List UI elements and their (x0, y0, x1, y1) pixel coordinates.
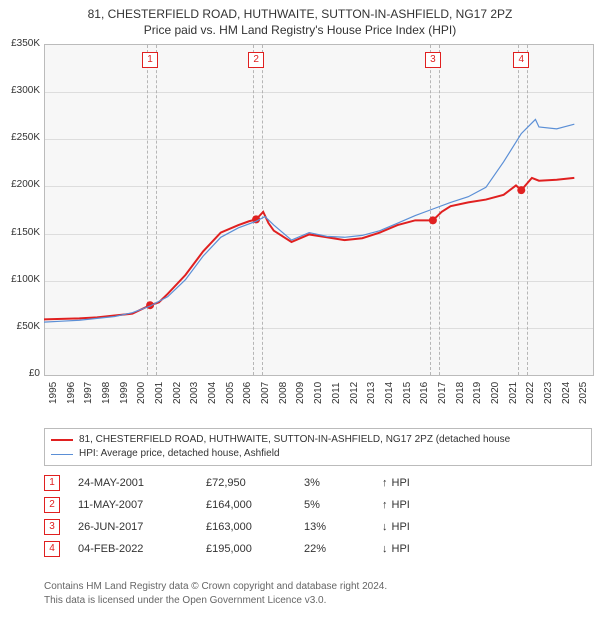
data-point (517, 186, 525, 194)
row-direction: ↓ HPI (382, 521, 410, 533)
x-axis-label: 2021 (508, 382, 519, 404)
chart-container: 81, CHESTERFIELD ROAD, HUTHWAITE, SUTTON… (0, 0, 600, 620)
arrow-down-icon: ↓ (382, 521, 388, 533)
table-row: 4 04-FEB-2022 £195,000 22% ↓ HPI (44, 538, 592, 560)
y-axis-label: £0 (4, 368, 40, 379)
series-property (44, 178, 574, 319)
row-price: £72,950 (206, 477, 286, 489)
x-axis-label: 2009 (295, 382, 306, 404)
x-axis-label: 2001 (154, 382, 165, 404)
row-price: £163,000 (206, 521, 286, 533)
x-axis-label: 2005 (225, 382, 236, 404)
row-direction: ↑ HPI (382, 477, 410, 489)
legend-swatch (51, 439, 73, 441)
footer-line-2: This data is licensed under the Open Gov… (44, 594, 592, 608)
event-marker-4: 4 (513, 52, 529, 68)
x-axis-label: 2014 (384, 382, 395, 404)
arrow-down-icon: ↓ (382, 543, 388, 555)
table-row: 1 24-MAY-2001 £72,950 3% ↑ HPI (44, 472, 592, 494)
row-price: £164,000 (206, 499, 286, 511)
row-percent: 13% (304, 521, 364, 533)
x-axis-label: 2020 (490, 382, 501, 404)
arrow-up-icon: ↑ (382, 499, 388, 511)
x-axis-label: 2018 (455, 382, 466, 404)
x-axis-label: 1995 (48, 382, 59, 404)
row-number: 2 (44, 497, 60, 513)
y-axis-label: £250K (4, 132, 40, 143)
table-row: 2 11-MAY-2007 £164,000 5% ↑ HPI (44, 494, 592, 516)
event-marker-3: 3 (425, 52, 441, 68)
arrow-up-icon: ↑ (382, 477, 388, 489)
x-axis-label: 2017 (437, 382, 448, 404)
row-date: 26-JUN-2017 (78, 521, 188, 533)
y-axis-label: £100K (4, 274, 40, 285)
table-row: 3 26-JUN-2017 £163,000 13% ↓ HPI (44, 516, 592, 538)
row-direction: ↑ HPI (382, 499, 410, 511)
event-marker-2: 2 (248, 52, 264, 68)
legend-item: HPI: Average price, detached house, Ashf… (51, 447, 585, 461)
x-axis-label: 2012 (349, 382, 360, 404)
footer-attribution: Contains HM Land Registry data © Crown c… (44, 580, 592, 607)
series-hpi (44, 119, 574, 322)
data-point (429, 216, 437, 224)
row-date: 24-MAY-2001 (78, 477, 188, 489)
footer-line-1: Contains HM Land Registry data © Crown c… (44, 580, 592, 594)
x-axis-label: 2006 (242, 382, 253, 404)
row-dir-label: HPI (392, 499, 410, 511)
legend-swatch (51, 454, 73, 455)
row-percent: 22% (304, 543, 364, 555)
row-percent: 5% (304, 499, 364, 511)
x-axis-label: 2007 (260, 382, 271, 404)
y-axis-label: £50K (4, 321, 40, 332)
row-number: 4 (44, 541, 60, 557)
legend-label: HPI: Average price, detached house, Ashf… (79, 447, 280, 461)
x-axis-label: 1996 (66, 382, 77, 404)
y-axis-label: £150K (4, 227, 40, 238)
x-axis-label: 2010 (313, 382, 324, 404)
legend: 81, CHESTERFIELD ROAD, HUTHWAITE, SUTTON… (44, 428, 592, 466)
row-date: 04-FEB-2022 (78, 543, 188, 555)
row-dir-label: HPI (392, 477, 410, 489)
x-axis-label: 2013 (366, 382, 377, 404)
x-axis-label: 2023 (543, 382, 554, 404)
x-axis-label: 2016 (419, 382, 430, 404)
legend-label: 81, CHESTERFIELD ROAD, HUTHWAITE, SUTTON… (79, 433, 510, 447)
x-axis-label: 2015 (402, 382, 413, 404)
x-axis-label: 2008 (278, 382, 289, 404)
x-axis-label: 2000 (136, 382, 147, 404)
x-axis-label: 2024 (561, 382, 572, 404)
y-axis-label: £350K (4, 38, 40, 49)
x-axis-label: 2022 (525, 382, 536, 404)
x-axis-label: 2003 (189, 382, 200, 404)
legend-item: 81, CHESTERFIELD ROAD, HUTHWAITE, SUTTON… (51, 433, 585, 447)
row-number: 3 (44, 519, 60, 535)
x-axis-label: 2002 (172, 382, 183, 404)
x-axis-label: 2025 (578, 382, 589, 404)
x-axis-label: 2004 (207, 382, 218, 404)
row-date: 11-MAY-2007 (78, 499, 188, 511)
row-direction: ↓ HPI (382, 543, 410, 555)
x-axis-label: 2019 (472, 382, 483, 404)
event-marker-1: 1 (142, 52, 158, 68)
y-axis-label: £300K (4, 85, 40, 96)
y-axis-label: £200K (4, 179, 40, 190)
x-axis-label: 1998 (101, 382, 112, 404)
sales-table: 1 24-MAY-2001 £72,950 3% ↑ HPI 2 11-MAY-2007 £16… (44, 472, 592, 560)
row-dir-label: HPI (392, 543, 410, 555)
row-percent: 3% (304, 477, 364, 489)
x-axis-label: 1997 (83, 382, 94, 404)
row-price: £195,000 (206, 543, 286, 555)
row-dir-label: HPI (392, 521, 410, 533)
x-axis-label: 2011 (331, 382, 342, 404)
row-number: 1 (44, 475, 60, 491)
x-axis-label: 1999 (119, 382, 130, 404)
